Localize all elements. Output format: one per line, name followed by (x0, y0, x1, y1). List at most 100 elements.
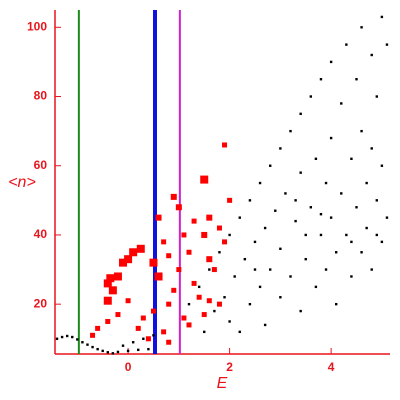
point (319, 233, 323, 237)
point (350, 157, 353, 161)
point (197, 285, 201, 289)
point (191, 218, 197, 224)
point (319, 78, 323, 81)
point (248, 302, 252, 306)
point (284, 192, 287, 195)
point (345, 43, 348, 46)
point (201, 312, 207, 318)
point (206, 256, 213, 263)
point (218, 251, 221, 254)
point (106, 351, 109, 354)
point (154, 272, 163, 281)
point (365, 226, 368, 230)
point (319, 212, 323, 216)
point (196, 294, 202, 300)
point (137, 348, 140, 352)
point (309, 95, 313, 98)
point (116, 350, 120, 354)
point (314, 285, 318, 289)
x-tick-label: 0 (125, 360, 132, 374)
point (201, 231, 208, 238)
point (309, 206, 313, 209)
point (370, 268, 373, 271)
point (375, 199, 379, 202)
point (208, 268, 211, 271)
point (222, 239, 228, 245)
point (76, 338, 79, 341)
point (186, 322, 192, 328)
point (91, 345, 94, 349)
point (113, 272, 122, 281)
point (216, 225, 222, 231)
point (248, 199, 252, 202)
point (213, 309, 216, 313)
point (149, 258, 158, 267)
y-tick-label: 40 (34, 227, 48, 241)
point (111, 352, 115, 355)
point (175, 204, 182, 211)
point (274, 209, 277, 212)
y-tick-label: 100 (27, 19, 47, 33)
point (200, 175, 209, 184)
point (181, 315, 187, 321)
point (380, 15, 384, 19)
point (355, 206, 358, 209)
point (103, 279, 112, 288)
point (142, 337, 145, 340)
point (228, 320, 231, 323)
point (299, 171, 302, 174)
point (380, 240, 384, 244)
point (125, 298, 131, 304)
point (206, 298, 212, 304)
point (304, 233, 307, 237)
point (263, 226, 267, 230)
x-axis-label: E (217, 375, 228, 392)
point (181, 232, 187, 238)
point (176, 267, 182, 273)
point (206, 214, 213, 221)
point (279, 147, 282, 150)
point (360, 251, 363, 254)
x-tick-label: 2 (226, 360, 233, 374)
point (131, 341, 135, 344)
point (360, 26, 363, 29)
point (258, 181, 262, 185)
point (86, 343, 89, 346)
point (171, 287, 177, 293)
point (124, 255, 133, 264)
point (385, 216, 389, 219)
point (216, 301, 222, 307)
point (211, 267, 217, 273)
point (375, 95, 379, 98)
point (136, 244, 145, 253)
point (324, 268, 328, 271)
point (119, 258, 128, 267)
y-tick-label: 60 (34, 158, 48, 172)
point (279, 247, 282, 250)
point (380, 164, 384, 167)
point (350, 240, 353, 244)
point (253, 240, 257, 244)
point (294, 199, 297, 202)
point (340, 102, 343, 105)
point (170, 193, 177, 200)
point (289, 275, 292, 278)
point (161, 239, 167, 245)
point (60, 335, 64, 339)
point (329, 60, 333, 64)
point (166, 253, 172, 259)
point (263, 323, 267, 327)
point (375, 233, 379, 237)
point (334, 251, 338, 254)
point (350, 275, 353, 278)
point (203, 330, 206, 334)
point (360, 129, 363, 133)
point (324, 181, 328, 185)
point (155, 214, 162, 221)
point (222, 142, 228, 148)
point (105, 318, 111, 324)
point (103, 296, 112, 305)
point (223, 296, 226, 299)
point (96, 347, 99, 351)
point (253, 268, 257, 271)
